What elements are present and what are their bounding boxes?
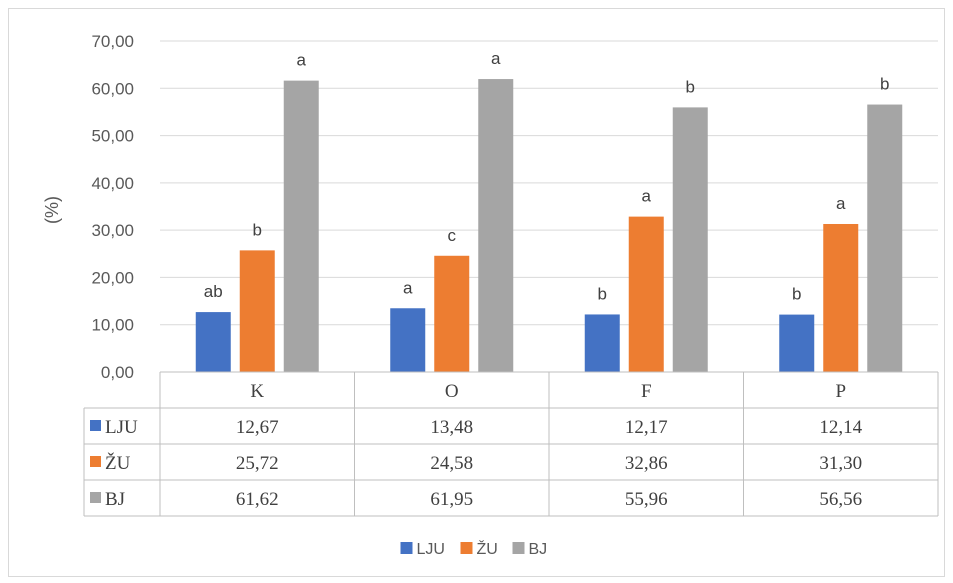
legend-label: BJ: [529, 541, 548, 558]
y-axis-label: (%): [42, 196, 62, 224]
table-value-cell: 31,30: [819, 453, 862, 474]
legend-key: [512, 542, 525, 554]
table-value-cell: 24,58: [430, 453, 473, 474]
chart-border: [8, 8, 945, 577]
legend-label: LJU: [417, 541, 445, 558]
y-tick-label: 0,00: [101, 363, 134, 382]
table-value-cell: 12,67: [236, 417, 279, 438]
bar: [195, 312, 231, 372]
table-value-cell: 12,17: [625, 417, 668, 438]
table-series-name: BJ: [105, 489, 125, 510]
table-value-cell: 61,62: [236, 489, 279, 510]
table-category-label: K: [250, 381, 264, 402]
table-value-cell: 61,95: [430, 489, 473, 510]
table-category-label: F: [641, 381, 652, 402]
significance-letter: a: [403, 278, 413, 297]
bar: [584, 314, 620, 372]
y-tick-label: 20,00: [91, 268, 134, 287]
significance-letter: a: [836, 194, 846, 213]
table-value-cell: 55,96: [625, 489, 668, 510]
bar: [390, 308, 426, 372]
y-tick-label: 40,00: [91, 174, 134, 193]
significance-letter: b: [880, 75, 889, 94]
significance-letter: b: [792, 285, 801, 304]
significance-letter: a: [491, 49, 501, 68]
y-tick-label: 10,00: [91, 316, 134, 335]
significance-letter: b: [253, 220, 262, 239]
table-value-cell: 25,72: [236, 453, 279, 474]
legend-key: [400, 542, 413, 554]
bar: [239, 250, 275, 372]
significance-letter: ab: [204, 282, 223, 301]
y-tick-label: 50,00: [91, 127, 134, 146]
table-value-cell: 32,86: [625, 453, 668, 474]
bar: [478, 79, 514, 372]
table-value-cell: 12,14: [819, 417, 862, 438]
table-series-name: ŽU: [105, 452, 131, 474]
bar: [823, 223, 859, 372]
significance-letter: c: [448, 226, 457, 245]
table-value-cell: 56,56: [819, 489, 862, 510]
legend: LJU ŽU BJ: [400, 539, 548, 558]
legend-key: [460, 542, 473, 554]
significance-letter: a: [642, 187, 652, 206]
significance-letter: b: [686, 77, 695, 96]
bar: [283, 80, 319, 372]
bar: [672, 107, 708, 372]
table-legend-key: [90, 492, 101, 503]
data-table: K O F P LJU 12,67 13,48 12,17 12,14 ŽU 25,72 24,58 3…: [83, 371, 939, 517]
bars: [195, 79, 903, 372]
table-category-label: O: [445, 381, 459, 402]
table-legend-key: [90, 456, 101, 467]
significance-letter: b: [598, 284, 607, 303]
table-category-label: P: [835, 381, 846, 402]
significance-letter: a: [297, 51, 307, 70]
table-legend-key: [90, 420, 101, 431]
table-series-name: LJU: [105, 417, 138, 438]
y-tick-label: 30,00: [91, 221, 134, 240]
y-tick-label: 60,00: [91, 79, 134, 98]
table-value-cell: 13,48: [430, 417, 473, 438]
bar: [434, 255, 470, 372]
bar: [779, 314, 815, 372]
legend-label: ŽU: [477, 539, 498, 558]
bar: [867, 104, 903, 372]
bar: [628, 216, 664, 372]
y-tick-label: 70,00: [91, 32, 134, 51]
significance-letters: ab a b bb ca aa ab b: [204, 49, 890, 304]
y-axis-ticks: 0,00 10,00 20,00 30,00 40,00 50,00 60,00 70,00: [91, 32, 134, 382]
